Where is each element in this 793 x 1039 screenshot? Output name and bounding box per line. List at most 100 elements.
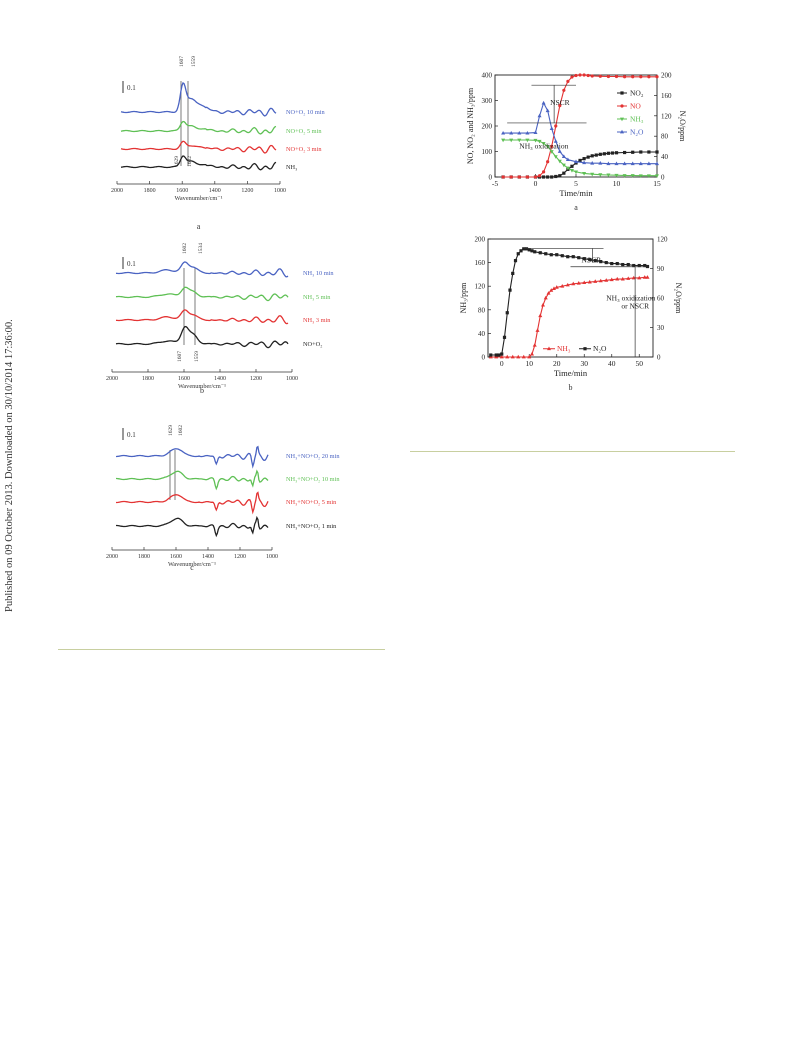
data-point bbox=[637, 263, 641, 268]
data-point bbox=[558, 104, 562, 108]
y-right-tick-label: 90 bbox=[657, 265, 665, 273]
legend-label: NO₂ bbox=[630, 89, 644, 98]
spectrum-label: NH₃+NO+O₂ 20 min bbox=[286, 453, 340, 460]
annotation-text: NH₃ oxidization bbox=[519, 141, 568, 150]
data-point bbox=[598, 173, 603, 177]
data-point bbox=[646, 174, 651, 178]
data-point bbox=[549, 288, 554, 292]
data-point bbox=[606, 161, 611, 166]
x-tick-label: 1800 bbox=[142, 376, 154, 382]
legend-label: NO bbox=[630, 102, 641, 111]
data-point bbox=[499, 354, 504, 359]
x-tick-label: 20 bbox=[553, 359, 561, 368]
spectrum-line bbox=[115, 261, 289, 278]
chart-caption: b bbox=[569, 383, 573, 392]
data-point bbox=[632, 263, 636, 268]
y-left-tick-label: 120 bbox=[475, 283, 486, 291]
spectrum-line bbox=[120, 155, 277, 171]
data-point bbox=[494, 353, 498, 357]
data-point bbox=[541, 302, 545, 307]
data-point bbox=[517, 130, 522, 135]
legend-label: NH₃ bbox=[630, 115, 644, 124]
separator-rule-right bbox=[410, 451, 735, 452]
data-point bbox=[582, 157, 586, 161]
data-point bbox=[530, 351, 534, 356]
data-point bbox=[609, 277, 614, 282]
data-point bbox=[541, 100, 546, 105]
legend-label: NH₃ bbox=[557, 344, 571, 353]
spectrum-line bbox=[120, 81, 277, 117]
data-point bbox=[497, 353, 501, 357]
y-left-tick-label: 0 bbox=[489, 174, 493, 182]
legend-marker bbox=[620, 129, 624, 134]
x-tick-label: 1600 bbox=[176, 188, 188, 194]
spectrum-line bbox=[120, 140, 277, 154]
peak-label-bottom: 1559 bbox=[194, 351, 200, 362]
y-right-tick-label: 40 bbox=[661, 153, 669, 161]
data-point bbox=[535, 328, 540, 332]
data-point bbox=[521, 354, 526, 359]
y-left-tick-label: 80 bbox=[478, 306, 486, 314]
peak-label: 1559 bbox=[191, 56, 197, 67]
data-point bbox=[516, 252, 520, 256]
y-left-axis-label: NH₃/ppm bbox=[459, 282, 468, 314]
data-point bbox=[593, 259, 597, 263]
data-point bbox=[542, 170, 546, 174]
data-point bbox=[639, 150, 643, 154]
data-point bbox=[604, 278, 609, 282]
data-point bbox=[537, 139, 542, 144]
y-right-tick-label: 200 bbox=[661, 72, 672, 80]
data-point bbox=[537, 113, 542, 118]
data-point bbox=[544, 252, 548, 256]
legend-marker bbox=[620, 117, 624, 122]
peak-label: 1534 bbox=[198, 243, 204, 254]
x-tick-label: 0 bbox=[500, 359, 504, 368]
data-point bbox=[550, 175, 554, 179]
data-point bbox=[602, 152, 606, 156]
data-point bbox=[577, 256, 581, 260]
data-point bbox=[541, 141, 546, 146]
y-left-tick-label: 300 bbox=[482, 97, 493, 105]
x-tick-label: 1000 bbox=[286, 376, 298, 382]
data-point bbox=[582, 160, 587, 165]
y-right-axis-label: N₂O/ppm bbox=[674, 283, 683, 315]
data-point bbox=[621, 262, 625, 267]
y-right-tick-label: 0 bbox=[661, 174, 665, 182]
data-point bbox=[489, 353, 493, 357]
time-course-chart-a: -5 0 5 10 15Time/min010020030040004080120160… bbox=[466, 72, 687, 213]
data-point bbox=[509, 175, 513, 179]
data-point bbox=[502, 335, 507, 339]
data-point bbox=[620, 276, 625, 281]
x-tick-label: 10 bbox=[613, 179, 621, 188]
data-point bbox=[598, 152, 602, 156]
data-point bbox=[631, 275, 636, 280]
legend-marker bbox=[620, 91, 624, 95]
data-point bbox=[630, 161, 635, 166]
data-point bbox=[527, 248, 531, 252]
data-point bbox=[549, 253, 553, 257]
data-point bbox=[553, 155, 558, 159]
data-point bbox=[519, 249, 523, 253]
data-point bbox=[545, 108, 550, 113]
x-tick-label: 1600 bbox=[178, 376, 190, 382]
x-tick-label: 1400 bbox=[202, 554, 214, 560]
y-right-tick-label: 0 bbox=[657, 354, 661, 362]
spectrum-label: NH₃ bbox=[286, 164, 297, 171]
separator-rule-left bbox=[58, 649, 385, 650]
data-point bbox=[623, 75, 627, 79]
data-point bbox=[557, 149, 562, 153]
data-point bbox=[646, 161, 651, 166]
y-right-tick-label: 120 bbox=[661, 112, 672, 120]
data-point bbox=[570, 75, 574, 79]
scale-label: 0.1 bbox=[127, 260, 136, 268]
spectrum-line bbox=[116, 469, 269, 491]
data-point bbox=[537, 174, 542, 178]
x-axis-label: Time/min bbox=[559, 188, 593, 198]
data-point bbox=[594, 153, 598, 157]
y-right-tick-label: 80 bbox=[661, 133, 669, 141]
data-point bbox=[655, 161, 659, 166]
series-line bbox=[503, 101, 657, 165]
data-point bbox=[590, 161, 595, 165]
data-point bbox=[558, 174, 562, 178]
data-point bbox=[525, 175, 529, 179]
